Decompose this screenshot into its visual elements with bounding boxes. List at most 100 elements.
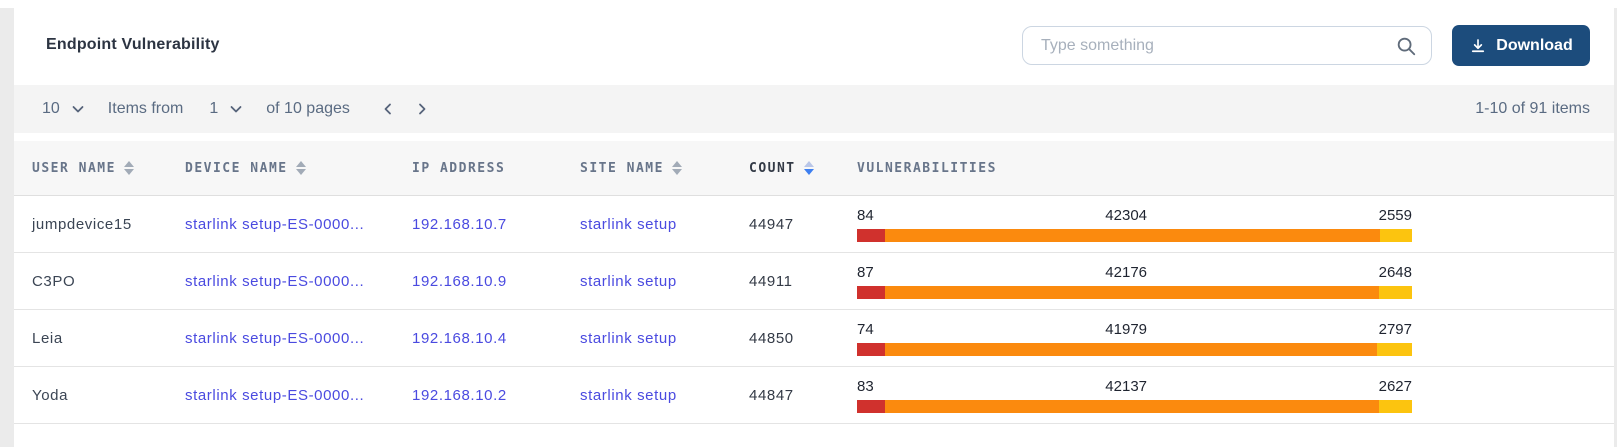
vulnerability-bar: 84 42304 2559 bbox=[857, 207, 1412, 242]
sort-icon[interactable] bbox=[123, 161, 134, 175]
medium-segment bbox=[1379, 399, 1412, 413]
stacked-bar bbox=[857, 399, 1412, 413]
user-name-cell: C3PO bbox=[32, 272, 76, 290]
stacked-bar bbox=[857, 285, 1412, 299]
device-name-link[interactable]: starlink setup-ES-0000... bbox=[185, 272, 365, 290]
user-name-cell: Leia bbox=[32, 329, 63, 347]
critical-count-label: 83 bbox=[857, 377, 874, 395]
count-cell: 44850 bbox=[749, 329, 794, 347]
vulnerability-labels: 74 41979 2797 bbox=[857, 321, 1412, 338]
critical-segment bbox=[857, 285, 885, 299]
sort-icon[interactable] bbox=[671, 161, 682, 175]
chevron-right-icon[interactable] bbox=[414, 101, 430, 117]
download-label: Download bbox=[1496, 36, 1573, 54]
table-row: C3PO starlink setup-ES-0000... 192.168.1… bbox=[14, 253, 1614, 310]
table-header-row: USER NAME DEVICE NAME IP ADDRESS SITE NA… bbox=[14, 141, 1614, 196]
vulnerabilities-cell: 84 42304 2559 bbox=[857, 207, 1412, 242]
search-icon[interactable] bbox=[1395, 35, 1417, 57]
count-cell: 44847 bbox=[749, 386, 794, 404]
medium-count-label: 2627 bbox=[1378, 377, 1412, 395]
site-name-link[interactable]: starlink setup bbox=[580, 329, 677, 347]
site-name-link[interactable]: starlink setup bbox=[580, 215, 677, 233]
column-label: USER NAME bbox=[32, 160, 116, 176]
user-name-cell: Yoda bbox=[32, 386, 69, 404]
medium-segment bbox=[1379, 285, 1412, 299]
vulnerabilities-cell: 83 42137 2627 bbox=[857, 378, 1412, 413]
count-cell: 44911 bbox=[749, 272, 793, 290]
page-number-select[interactable]: 1 bbox=[209, 100, 244, 118]
divider-gap bbox=[14, 133, 1614, 141]
critical-count-label: 87 bbox=[857, 263, 874, 281]
column-header-site-name[interactable]: SITE NAME bbox=[580, 161, 749, 176]
critical-segment bbox=[857, 399, 885, 413]
pagination-bar: 10 Items from 1 of 10 pages bbox=[14, 85, 1614, 133]
user-name-cell: jumpdevice15 bbox=[32, 215, 132, 233]
column-label: COUNT bbox=[749, 160, 796, 176]
page-size-value: 10 bbox=[42, 100, 60, 117]
site-name-link[interactable]: starlink setup bbox=[580, 272, 677, 290]
high-count-label: 41979 bbox=[1105, 320, 1148, 338]
page-title: Endpoint Vulnerability bbox=[46, 36, 220, 53]
sort-icon-active-desc[interactable] bbox=[803, 161, 814, 175]
search-box bbox=[1022, 26, 1432, 65]
ip-address-link[interactable]: 192.168.10.7 bbox=[412, 215, 507, 233]
card: Endpoint Vulnerability Download bbox=[14, 0, 1614, 447]
device-name-link[interactable]: starlink setup-ES-0000... bbox=[185, 215, 365, 233]
column-label: SITE NAME bbox=[580, 160, 664, 176]
high-count-label: 42304 bbox=[1105, 206, 1148, 224]
page-size-select[interactable]: 10 bbox=[42, 100, 86, 118]
vulnerability-labels: 84 42304 2559 bbox=[857, 207, 1412, 224]
download-button[interactable]: Download bbox=[1452, 25, 1590, 66]
count-cell: 44947 bbox=[749, 215, 794, 233]
page-nav bbox=[380, 101, 430, 117]
medium-count-label: 2648 bbox=[1378, 263, 1412, 281]
site-name-link[interactable]: starlink setup bbox=[580, 386, 677, 404]
critical-count-label: 84 bbox=[857, 206, 874, 224]
stacked-bar bbox=[857, 342, 1412, 356]
pages-count-label: of 10 pages bbox=[266, 100, 350, 117]
vulnerability-labels: 83 42137 2627 bbox=[857, 378, 1412, 395]
high-segment bbox=[884, 342, 1378, 356]
ip-address-link[interactable]: 192.168.10.2 bbox=[412, 386, 507, 404]
column-label: VULNERABILITIES bbox=[857, 160, 997, 176]
medium-count-label: 2559 bbox=[1378, 206, 1412, 224]
items-from-label: Items from bbox=[107, 100, 184, 117]
column-header-vulnerabilities: VULNERABILITIES bbox=[857, 161, 1412, 176]
column-label: DEVICE NAME bbox=[185, 160, 288, 176]
page-number-value: 1 bbox=[209, 100, 219, 117]
stacked-bar bbox=[857, 228, 1412, 242]
device-name-link[interactable]: starlink setup-ES-0000... bbox=[185, 386, 365, 404]
vulnerability-labels: 87 42176 2648 bbox=[857, 264, 1412, 281]
column-header-device-name[interactable]: DEVICE NAME bbox=[185, 161, 412, 176]
ip-address-link[interactable]: 192.168.10.4 bbox=[412, 329, 507, 347]
column-header-count[interactable]: COUNT bbox=[749, 161, 857, 176]
vulnerability-bar: 74 41979 2797 bbox=[857, 321, 1412, 356]
critical-count-label: 74 bbox=[857, 320, 874, 338]
sort-icon[interactable] bbox=[295, 161, 306, 175]
high-segment bbox=[884, 285, 1380, 299]
medium-segment bbox=[1380, 228, 1412, 242]
download-icon bbox=[1472, 38, 1485, 52]
vulnerability-bar: 83 42137 2627 bbox=[857, 378, 1412, 413]
search-input[interactable] bbox=[1041, 36, 1395, 55]
items-range-label: 1-10 of 91 items bbox=[1475, 100, 1590, 117]
ip-address-link[interactable]: 192.168.10.9 bbox=[412, 272, 507, 290]
vulnerability-bar: 87 42176 2648 bbox=[857, 264, 1412, 299]
column-header-user-name[interactable]: USER NAME bbox=[14, 161, 185, 176]
critical-segment bbox=[857, 342, 885, 356]
high-segment bbox=[884, 228, 1381, 242]
table-row: jumpdevice15 starlink setup-ES-0000... 1… bbox=[14, 196, 1614, 253]
medium-segment bbox=[1377, 342, 1412, 356]
vulnerabilities-cell: 74 41979 2797 bbox=[857, 321, 1412, 356]
chevron-down-icon bbox=[230, 106, 242, 113]
chevron-down-icon bbox=[72, 106, 84, 113]
device-name-link[interactable]: starlink setup-ES-0000... bbox=[185, 329, 365, 347]
vulnerabilities-cell: 87 42176 2648 bbox=[857, 264, 1412, 299]
medium-count-label: 2797 bbox=[1378, 320, 1412, 338]
card-header: Endpoint Vulnerability Download bbox=[14, 0, 1614, 85]
table-row: Yoda starlink setup-ES-0000... 192.168.1… bbox=[14, 367, 1614, 424]
high-count-label: 42176 bbox=[1105, 263, 1148, 281]
chevron-left-icon[interactable] bbox=[380, 101, 396, 117]
column-label: IP ADDRESS bbox=[412, 160, 506, 176]
